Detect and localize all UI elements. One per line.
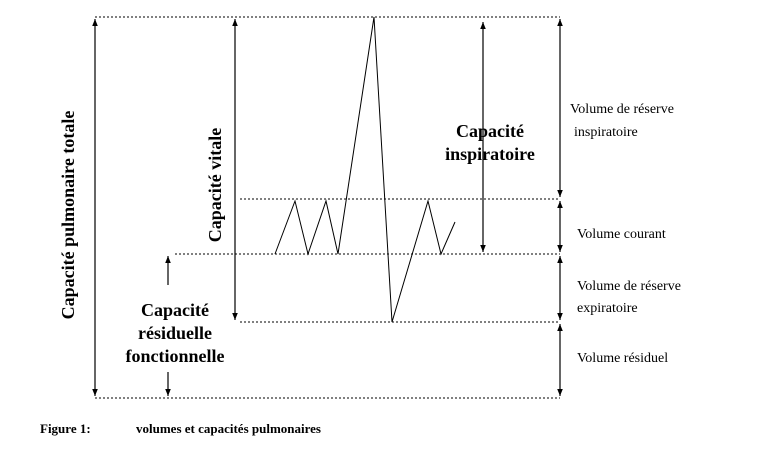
- tv-label: Volume courant: [577, 227, 666, 242]
- frc-label: fonctionnelle: [126, 346, 225, 366]
- irv-label: Volume de réserve: [570, 102, 674, 117]
- tlc-label: Capacité pulmonaire totale: [58, 111, 78, 320]
- vc-label: Capacité vitale: [205, 128, 225, 242]
- erv-label: expiratoire: [577, 301, 638, 316]
- irv-label: inspiratoire: [574, 125, 638, 140]
- arrows: [92, 19, 563, 396]
- erv-label: Volume de réserve: [577, 279, 681, 294]
- ic-label: inspiratoire: [445, 144, 535, 164]
- caption-number: Figure 1:: [40, 421, 91, 436]
- frc-label: résiduelle: [138, 323, 212, 343]
- ic-label: Capacité: [456, 121, 524, 141]
- rv-label: Volume résiduel: [577, 351, 668, 366]
- level-lines: [95, 16, 560, 399]
- caption-text: volumes et capacités pulmonaires: [136, 421, 321, 436]
- breathing-trace: [274, 16, 456, 323]
- frc-label: Capacité: [141, 300, 209, 320]
